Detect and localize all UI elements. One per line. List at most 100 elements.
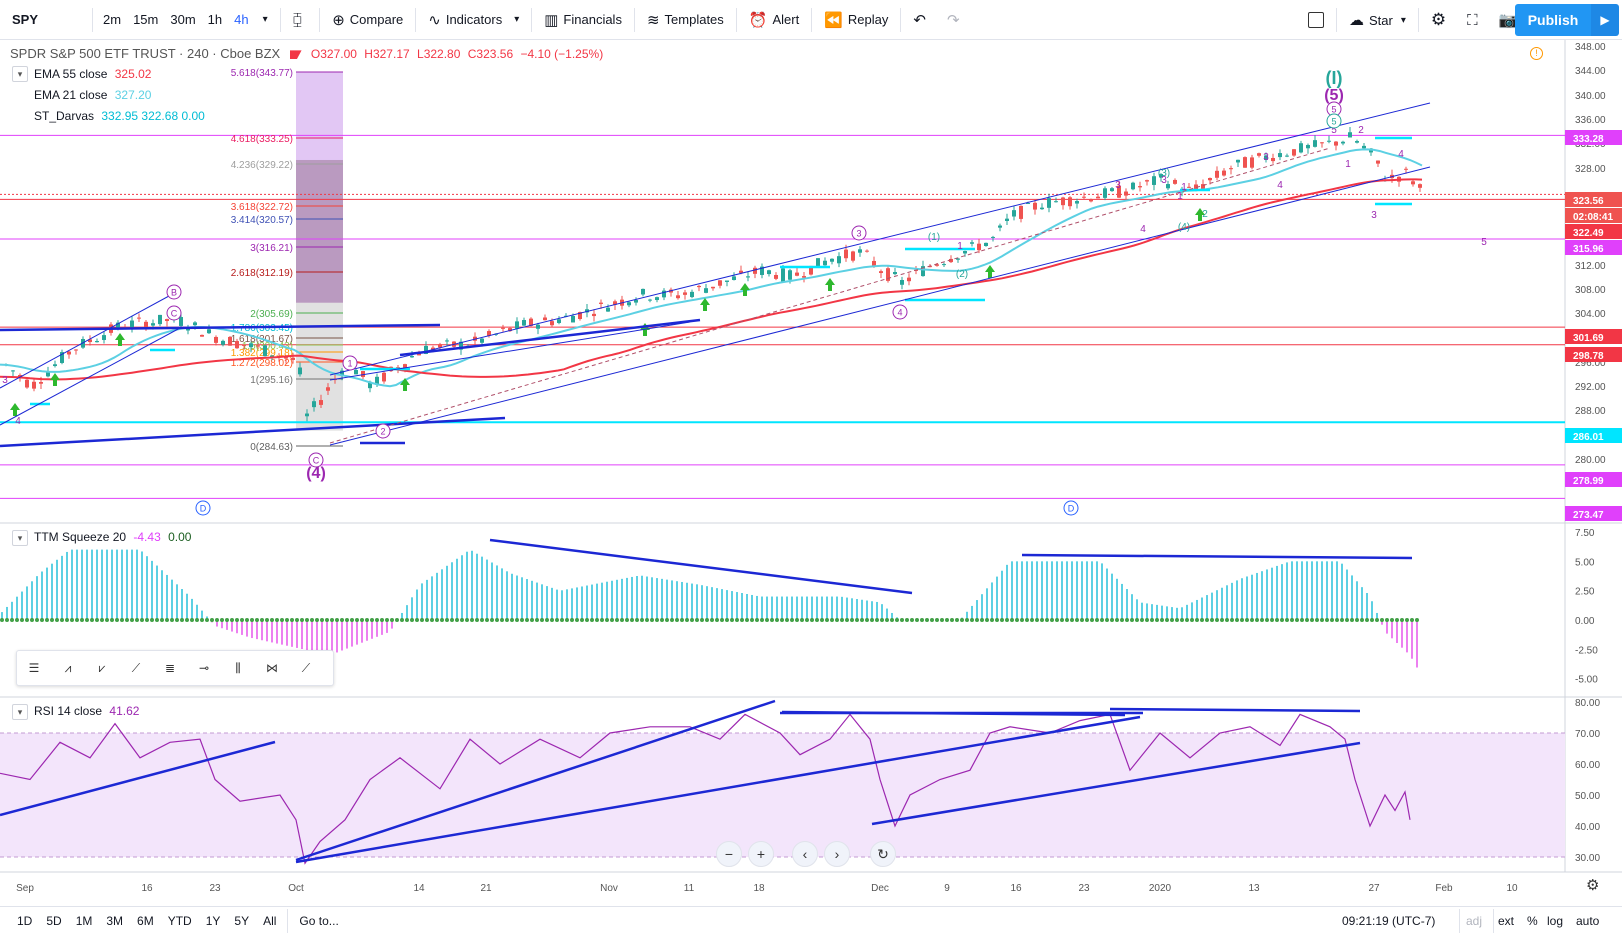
range-ytd[interactable]: YTD — [167, 913, 192, 928]
elliott-wave-tool[interactable]: ⩗ — [85, 651, 119, 685]
legend-collapse-button[interactable]: ▾ — [12, 66, 28, 82]
range-all[interactable]: All — [263, 913, 277, 928]
bottom-bar: 1D 5D 1M 3M 6M YTD 1Y 5Y All Go to... 09:21:19 (… — [0, 906, 1622, 934]
candle-body — [46, 372, 50, 377]
ttm-legend[interactable]: TTM Squeeze 20 -4.43 0.00 — [34, 530, 191, 544]
line-tool[interactable]: ⟋ — [289, 651, 323, 685]
time-axis-settings-button[interactable]: ⚙ — [1586, 876, 1599, 894]
ttm-squeeze-dot — [1325, 618, 1329, 622]
ttm-squeeze-dot — [1005, 618, 1009, 622]
timeframe-15m[interactable]: 15m — [133, 12, 159, 27]
timeframe-dropdown[interactable]: ▾ — [255, 0, 276, 40]
adj-toggle[interactable]: adj — [1466, 914, 1483, 928]
zoom-in-button[interactable]: + — [748, 841, 774, 867]
trend-line-tool[interactable]: ⟋ — [119, 651, 153, 685]
ttm-squeeze-dot — [625, 618, 629, 622]
ttm-squeeze-dot — [1150, 618, 1154, 622]
ttm-squeeze-dot — [185, 618, 189, 622]
symbol-search[interactable]: SPY — [12, 12, 39, 27]
templates-button[interactable]: ≋ Templates — [639, 0, 732, 40]
clock-readout[interactable]: 09:21:19 (UTC-7) — [1342, 914, 1436, 928]
rsi-legend[interactable]: RSI 14 close 41.62 — [34, 704, 139, 718]
ttm-squeeze-dot — [1400, 618, 1404, 622]
ttm-squeeze-dot — [700, 618, 704, 622]
goto-date-button[interactable]: Go to... — [299, 913, 339, 928]
price-label-box — [1565, 329, 1622, 344]
layout-button[interactable] — [1300, 0, 1332, 40]
wave-label: 1 — [1345, 159, 1351, 170]
ext-toggle[interactable]: ext — [1498, 914, 1515, 928]
ttm-squeeze-dot — [1270, 618, 1274, 622]
ttm-squeeze-dot — [795, 618, 799, 622]
settings-button[interactable]: ⚙ — [1423, 0, 1459, 40]
ema55-legend[interactable]: EMA 55 close 325.02 — [34, 67, 151, 81]
rsi-collapse-button[interactable]: ▾ — [12, 704, 28, 720]
range-5y[interactable]: 5Y — [234, 913, 250, 928]
range-3m[interactable]: 3M — [106, 913, 124, 928]
save-button[interactable]: ☁ Star ▾ — [1341, 0, 1414, 40]
rsi-trend-line — [1109, 707, 1361, 713]
alert-button[interactable]: ⏰ Alert — [741, 0, 807, 40]
horizontal-ray-tool[interactable]: ⊸ — [187, 651, 221, 685]
snapshot-button[interactable]: 📷 — [1491, 0, 1531, 40]
candle-body — [809, 265, 813, 275]
chevron-down-icon: ▾ — [514, 14, 520, 25]
ttm-squeeze-dot — [1280, 618, 1284, 622]
candle-body — [543, 317, 547, 321]
ttm-squeeze-dot — [1380, 618, 1384, 622]
auto-toggle[interactable]: auto — [1576, 914, 1600, 928]
timeframe-4h[interactable]: 4h — [234, 12, 249, 27]
timeframe-2m[interactable]: 2m — [103, 12, 122, 27]
reset-chart-button[interactable]: ↻ — [870, 841, 896, 867]
timeframe-30m[interactable]: 30m — [170, 12, 196, 27]
ttm-squeeze-dot — [620, 618, 624, 622]
ttm-squeeze-dot — [490, 618, 494, 622]
range-5d[interactable]: 5D — [46, 913, 62, 928]
timeframe-1h[interactable]: 1h — [207, 12, 223, 27]
ttm-squeeze-dot — [125, 618, 129, 622]
abc-pattern-tool[interactable]: ⩘ — [51, 651, 85, 685]
publish-button[interactable]: Publish — [1515, 4, 1591, 36]
ttm-squeeze-dot — [595, 618, 599, 622]
range-1y[interactable]: 1Y — [205, 913, 221, 928]
candle-body — [1278, 153, 1282, 158]
darvas-legend[interactable]: ST_Darvas 332.95 322.68 0.00 — [34, 109, 205, 123]
replay-button[interactable]: ⏪ Replay — [816, 0, 896, 40]
time-tick: 13 — [1248, 883, 1260, 894]
range-1d[interactable]: 1D — [17, 913, 33, 928]
financials-button[interactable]: ▥ Financials — [536, 0, 630, 40]
candle-body — [1341, 141, 1345, 144]
warning-icon[interactable]: ! — [1530, 47, 1543, 60]
ema21-legend[interactable]: EMA 21 close 327.20 — [34, 88, 151, 102]
horizontal-lines-tool[interactable]: ☰ — [17, 651, 51, 685]
price-tick: 308.00 — [1575, 285, 1606, 296]
undo-button[interactable]: ↶ — [905, 0, 939, 40]
chart-style-button[interactable]: ⧮ — [285, 0, 316, 40]
indicators-button[interactable]: ∿ Indicators ▾ — [420, 0, 527, 40]
pitchfork-tool[interactable]: ⫼ — [221, 651, 255, 685]
ttm-collapse-button[interactable]: ▾ — [12, 530, 28, 546]
percent-toggle[interactable]: % — [1527, 914, 1538, 928]
ttm-squeeze-dot — [1015, 618, 1019, 622]
ttm-squeeze-dot — [95, 618, 99, 622]
publish-play-button[interactable]: ▶ — [1591, 4, 1619, 36]
log-toggle[interactable]: log — [1547, 914, 1564, 928]
candle-body — [1264, 155, 1268, 160]
ttm-squeeze-dot — [300, 618, 304, 622]
scroll-left-button[interactable]: ‹ — [792, 841, 818, 867]
range-1m[interactable]: 1M — [75, 913, 93, 928]
xabcd-pattern-tool[interactable]: ⋈ — [255, 651, 289, 685]
scroll-right-button[interactable]: › — [824, 841, 850, 867]
candle-body — [382, 372, 386, 382]
indicators-icon: ∿ — [428, 11, 441, 29]
redo-button[interactable]: ↷ — [939, 0, 973, 40]
fullscreen-icon: ⛶ — [1467, 11, 1478, 29]
fib-extension-tool[interactable]: ≣ — [153, 651, 187, 685]
fullscreen-button[interactable]: ⛶ — [1459, 0, 1491, 40]
ttm-squeeze-dot — [1330, 618, 1334, 622]
range-6m[interactable]: 6M — [137, 913, 154, 928]
wave-label: (4) — [1178, 222, 1190, 233]
compare-button[interactable]: ⊕ Compare — [324, 0, 411, 40]
zoom-out-button[interactable]: − — [716, 841, 742, 867]
